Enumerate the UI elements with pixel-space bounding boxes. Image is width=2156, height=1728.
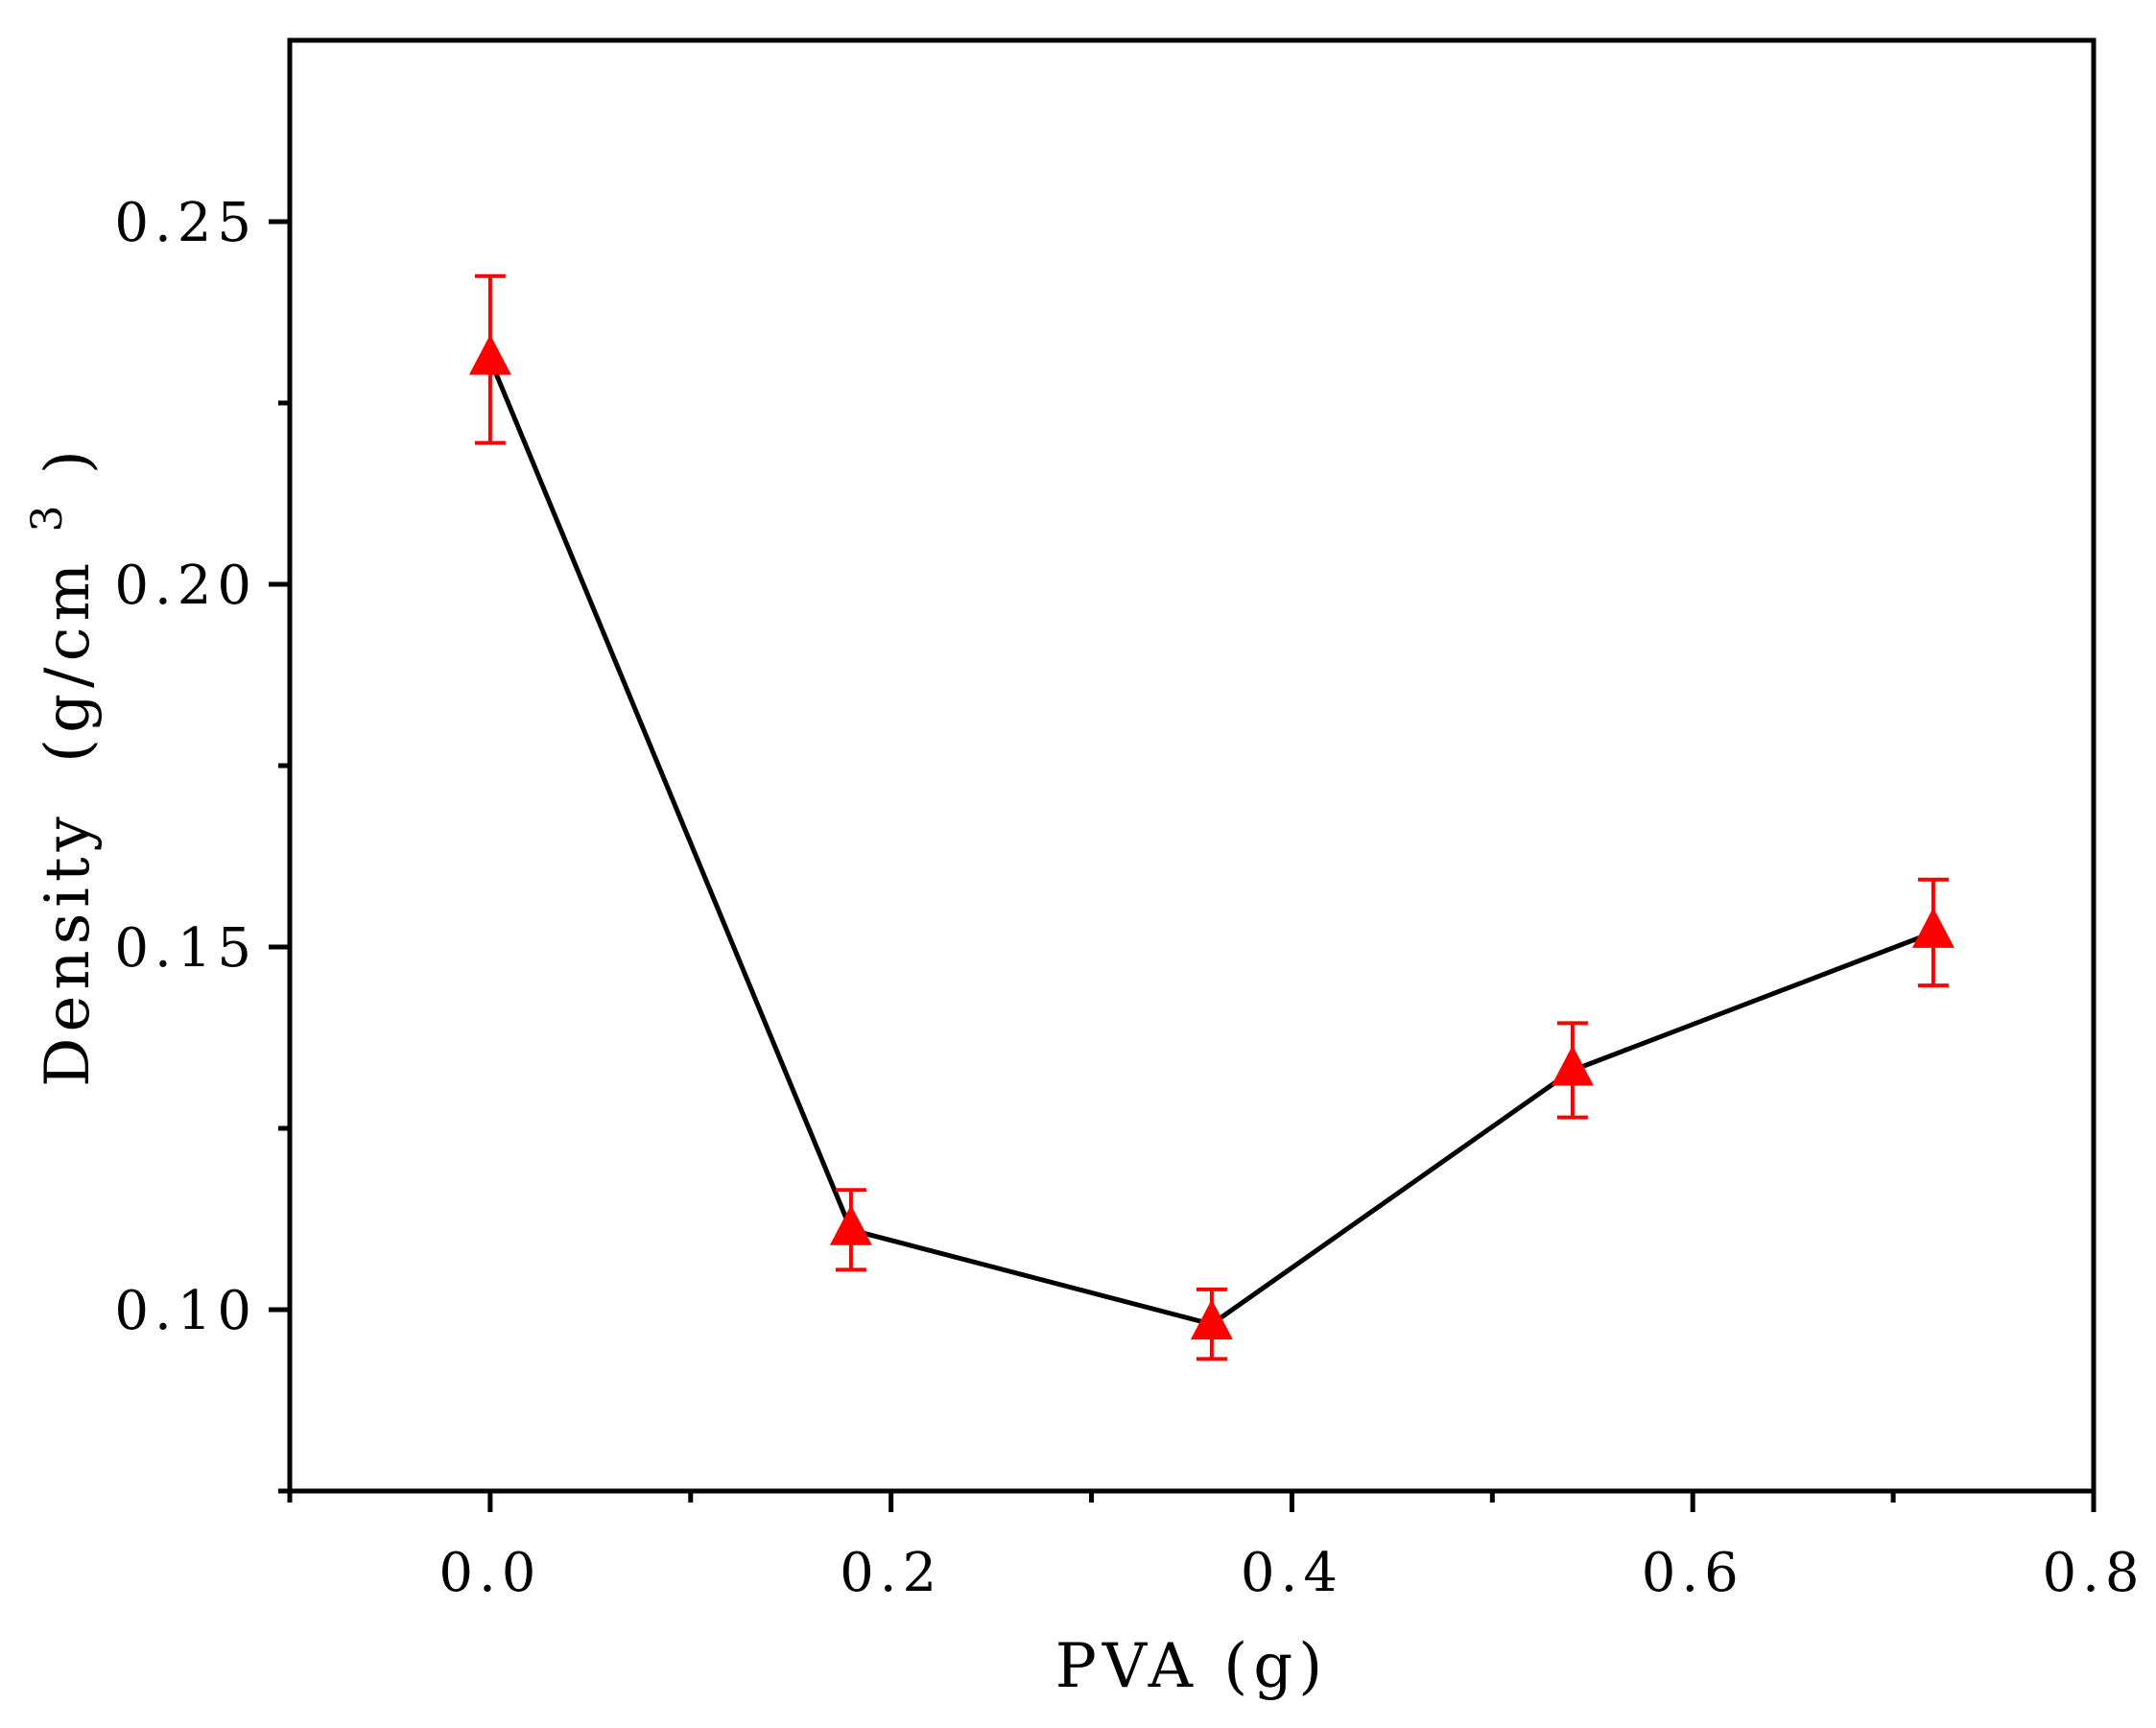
plot-frame bbox=[287, 37, 2097, 1494]
x-axis-label: PVA (g) bbox=[1055, 1631, 1328, 1702]
y-axis-label-unit-close: ) bbox=[33, 444, 104, 474]
x-tick-label: 0.2 bbox=[840, 1542, 942, 1604]
series-layer bbox=[468, 273, 1955, 1361]
data-point-marker bbox=[1190, 1299, 1233, 1340]
y-axis-label-name: Density bbox=[33, 811, 104, 1087]
y-tick-label: 0.25 bbox=[114, 192, 257, 254]
x-axis: 0.0 0.2 0.4 0.6 0.8 bbox=[287, 1491, 2144, 1604]
x-tick-label: 0.8 bbox=[2042, 1542, 2144, 1604]
x-tick-label: 0.0 bbox=[438, 1542, 541, 1604]
data-point-marker bbox=[468, 334, 511, 375]
data-point-marker bbox=[1551, 1045, 1594, 1086]
y-axis-label-unit: (g/cm bbox=[33, 557, 104, 763]
y-tick-label: 0.15 bbox=[114, 917, 257, 980]
y-tick-label: 0.20 bbox=[114, 555, 257, 617]
data-point-marker bbox=[829, 1204, 872, 1245]
y-axis: 0.10 0.15 0.20 0.25 bbox=[114, 192, 290, 1494]
y-tick-label: 0.10 bbox=[114, 1280, 257, 1342]
y-axis-label-unit-sup: 3 bbox=[23, 500, 72, 533]
x-tick-label: 0.4 bbox=[1241, 1542, 1343, 1604]
series-line bbox=[487, 358, 1934, 1327]
data-point-marker bbox=[1911, 907, 1955, 948]
y-axis-label: Density (g/cm 3 ) bbox=[6, 444, 104, 1087]
x-tick-label: 0.6 bbox=[1642, 1542, 1744, 1604]
